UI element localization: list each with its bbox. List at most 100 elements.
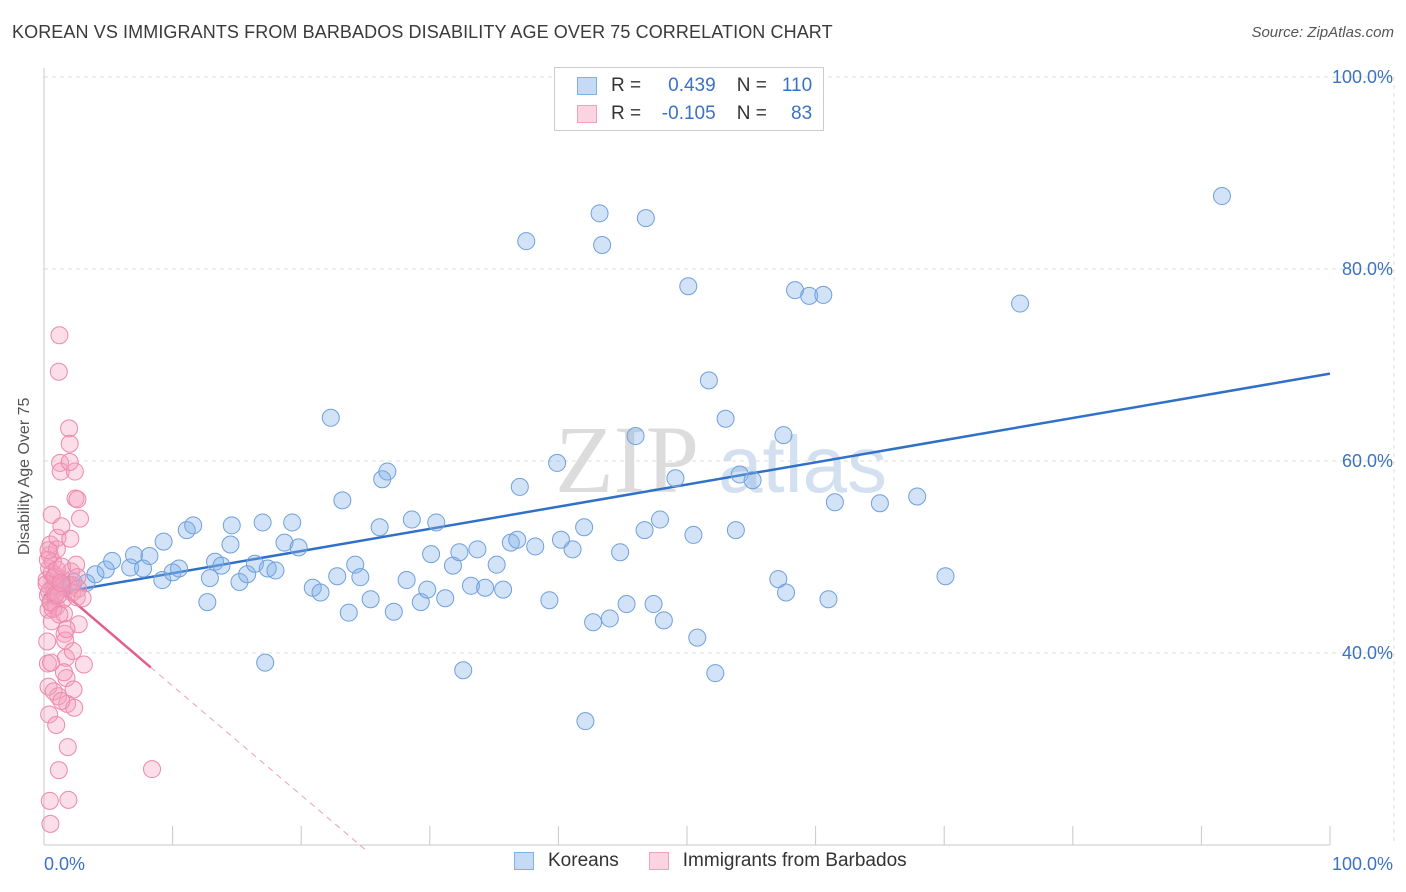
point-korean <box>814 285 833 304</box>
point-korean <box>575 518 594 537</box>
point-korean <box>328 567 347 586</box>
point-barbados <box>52 692 71 710</box>
point-korean <box>333 491 352 510</box>
point-barbados <box>69 615 88 634</box>
point-korean <box>611 543 630 562</box>
series-legend-koreans[interactable]: Koreans <box>514 850 619 872</box>
point-korean <box>706 664 725 683</box>
point-barbados <box>59 790 78 809</box>
point-barbados <box>60 434 79 453</box>
watermark: ZIP atlas <box>555 406 887 513</box>
point-korean <box>563 540 582 559</box>
y-axis-label: Disability Age Over 75 <box>16 397 33 555</box>
point-korean <box>418 580 437 599</box>
point-korean <box>688 628 707 647</box>
point-korean <box>476 578 495 597</box>
point-korean <box>230 572 249 591</box>
point-barbados <box>64 680 83 699</box>
point-korean <box>825 493 844 512</box>
point-korean <box>540 591 559 610</box>
legend-r-label: R = <box>611 103 642 124</box>
point-korean <box>600 609 619 628</box>
axes <box>43 68 1331 846</box>
point-barbados <box>38 632 57 651</box>
point-korean <box>508 530 527 549</box>
point-korean <box>154 532 173 551</box>
point-korean <box>289 538 308 557</box>
correlation-legend: R = 0.439 N = 110 R = -0.105 N = 83 <box>554 67 824 131</box>
series-label-koreans: Koreans <box>548 850 619 871</box>
point-korean <box>253 513 272 532</box>
point-barbados <box>40 791 59 810</box>
point-barbados <box>51 573 70 592</box>
point-korean <box>1212 187 1231 206</box>
legend-n-value: 110 <box>781 75 813 96</box>
point-korean <box>584 613 603 632</box>
watermark-zip: ZIP <box>555 406 699 513</box>
point-barbados <box>58 738 77 757</box>
x-tick-label-max: 100.0% <box>1332 854 1393 874</box>
point-barbados <box>42 653 61 672</box>
point-korean <box>636 209 655 228</box>
point-barbados <box>50 326 69 345</box>
point-korean <box>551 530 570 549</box>
point-korean <box>936 567 955 586</box>
point-korean <box>774 426 793 445</box>
point-korean <box>402 510 421 529</box>
point-korean <box>650 510 669 529</box>
point-korean <box>427 513 446 532</box>
x-tick-label-min: 0.0% <box>44 854 85 874</box>
point-korean <box>517 232 536 251</box>
point-korean <box>125 546 144 565</box>
point-korean <box>256 653 275 672</box>
point-korean <box>644 595 663 614</box>
point-korean <box>666 469 685 488</box>
y-tick-label: 100.0% <box>1332 67 1393 87</box>
point-barbados <box>65 462 84 481</box>
point-korean <box>617 595 636 614</box>
point-korean <box>321 408 340 427</box>
point-korean <box>311 583 330 602</box>
point-korean <box>153 571 172 590</box>
series-legend: Koreans Immigrants from Barbados <box>514 850 937 872</box>
point-korean <box>1011 294 1030 313</box>
source-label: Source: ZipAtlas.com <box>1251 24 1394 41</box>
point-barbados <box>68 490 87 509</box>
point-korean <box>494 580 513 599</box>
point-korean <box>222 516 241 535</box>
point-barbados <box>49 362 68 381</box>
point-korean <box>908 487 927 506</box>
point-korean <box>777 583 796 602</box>
point-korean <box>184 516 203 535</box>
point-barbados <box>60 419 79 438</box>
point-korean <box>684 525 703 544</box>
legend-n-label: N = <box>736 103 767 124</box>
point-barbados <box>40 705 59 724</box>
point-korean <box>454 661 473 680</box>
point-korean <box>212 556 231 575</box>
series-legend-barbados[interactable]: Immigrants from Barbados <box>648 850 907 872</box>
point-korean <box>198 593 217 612</box>
point-korean <box>800 286 819 305</box>
point-korean <box>170 559 189 578</box>
point-barbados <box>60 452 79 471</box>
point-korean <box>221 535 240 554</box>
point-korean <box>275 533 294 552</box>
point-barbados <box>52 517 71 536</box>
point-korean <box>743 471 762 490</box>
point-korean <box>461 576 480 595</box>
point-korean <box>436 589 455 608</box>
point-korean <box>590 204 609 223</box>
point-barbados <box>48 528 67 547</box>
legend-swatch-koreans <box>577 77 597 95</box>
legend-n-label: N = <box>736 75 767 96</box>
point-barbados <box>47 560 66 579</box>
point-barbados <box>69 579 88 598</box>
legend-r-value: 0.439 <box>668 75 716 96</box>
y-tick-label: 60.0% <box>1342 451 1393 471</box>
legend-n-value: 83 <box>791 103 813 124</box>
point-barbados <box>54 663 73 682</box>
point-barbados <box>47 716 66 734</box>
series-swatch-barbados <box>648 852 669 870</box>
